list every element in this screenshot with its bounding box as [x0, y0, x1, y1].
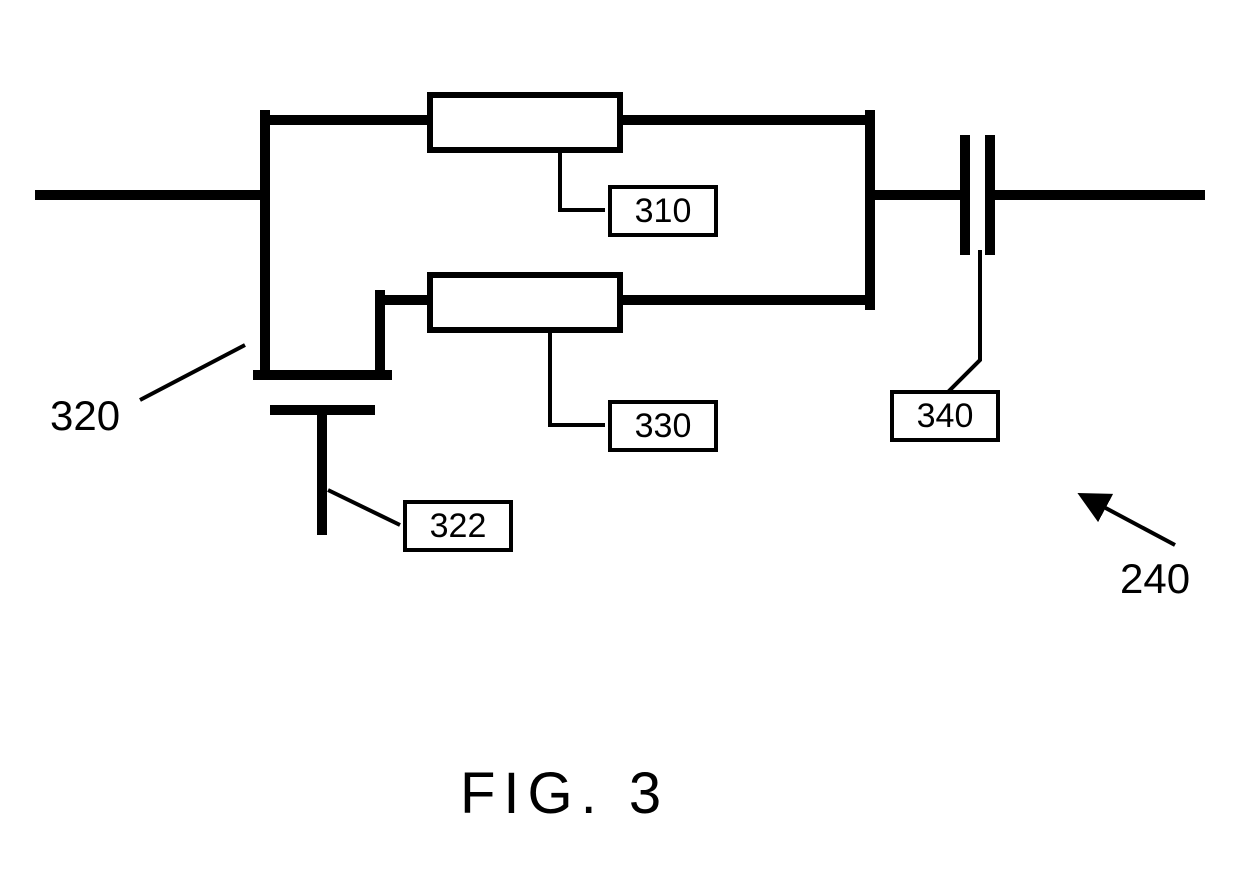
leader-340: [940, 250, 980, 400]
leader-240: [1100, 505, 1175, 545]
label-330-text: 330: [635, 407, 692, 446]
label-322: 322: [403, 500, 513, 552]
label-322-text: 322: [430, 507, 487, 546]
figure-title: FIG. 3: [460, 760, 669, 827]
figure-canvas: 320 240 310 330 322 340 FIG. 3: [0, 0, 1239, 894]
label-240: 240: [1120, 555, 1190, 603]
leader-310: [560, 150, 605, 210]
leader-330: [550, 330, 605, 425]
resistor-310: [430, 95, 620, 150]
resistor-330: [430, 275, 620, 330]
label-320: 320: [50, 392, 120, 440]
leader-320: [140, 345, 245, 400]
leader-322: [328, 490, 400, 525]
label-310: 310: [608, 185, 718, 237]
label-310-text: 310: [635, 192, 692, 231]
label-340-text: 340: [917, 397, 974, 436]
label-330: 330: [608, 400, 718, 452]
label-340: 340: [890, 390, 1000, 442]
